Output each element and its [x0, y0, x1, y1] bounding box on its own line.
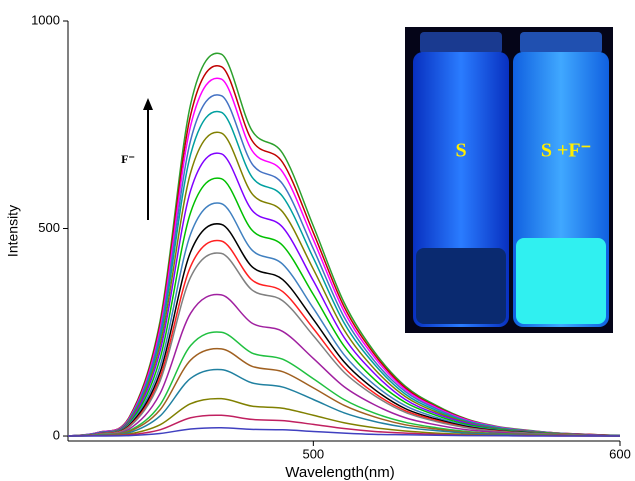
plot-area: 0 500 1000 500 600	[31, 12, 631, 461]
vial-solution	[516, 238, 606, 324]
arrow-label: F⁻	[121, 152, 135, 166]
x-axis-title: Wavelength(nm)	[285, 464, 394, 481]
y-tick-label: 0	[53, 427, 60, 442]
x-tick-label: 500	[302, 446, 324, 461]
arrow-head	[143, 98, 153, 110]
spectrum-line	[67, 426, 621, 437]
y-axis-title: Intensity	[5, 205, 21, 257]
spectrum-line	[67, 252, 621, 437]
vial-cap	[520, 32, 602, 54]
x-tick-label: 600	[609, 446, 631, 461]
photo-inset: S S +F⁻	[405, 27, 613, 333]
vial-solution	[416, 248, 506, 324]
vial-label: S +F⁻	[541, 140, 591, 162]
vial-cap	[420, 32, 502, 54]
vial-label: S	[455, 140, 466, 162]
y-tick-label: 1000	[31, 12, 60, 27]
y-tick-label: 500	[38, 220, 60, 235]
